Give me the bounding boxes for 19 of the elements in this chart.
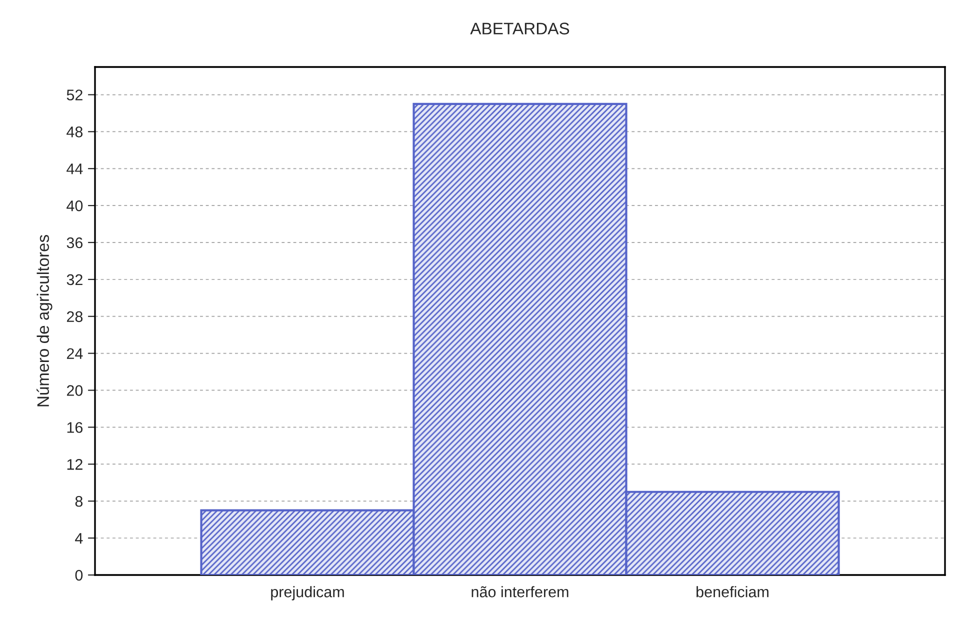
- y-tick-label: 4: [75, 533, 83, 544]
- y-tick-label: 28: [66, 311, 83, 322]
- y-tick-label: 44: [66, 164, 83, 174]
- y-tick-label: 24: [66, 348, 83, 359]
- y-tick-label: 0: [75, 570, 83, 581]
- y-tick-label: 12: [67, 459, 82, 470]
- x-tick-label: não interferem: [472, 586, 568, 598]
- y-axis-title: Número de agricultores: [36, 234, 52, 406]
- x-tick-label: prejudicam: [271, 586, 344, 600]
- y-tick-label: 48: [66, 126, 83, 138]
- y-tick-label: 8: [75, 496, 83, 507]
- y-tick-label: 52: [66, 90, 82, 100]
- chart-title: ABETARDAS: [470, 22, 570, 34]
- y-tick-label: 32: [66, 274, 82, 286]
- y-tick-label: 16: [67, 422, 83, 433]
- x-tick-label: beneficiam: [696, 586, 768, 598]
- y-tick-label: 36: [66, 237, 83, 248]
- y-tick-label: 40: [66, 200, 83, 212]
- y-tick-label: 20: [66, 385, 83, 396]
